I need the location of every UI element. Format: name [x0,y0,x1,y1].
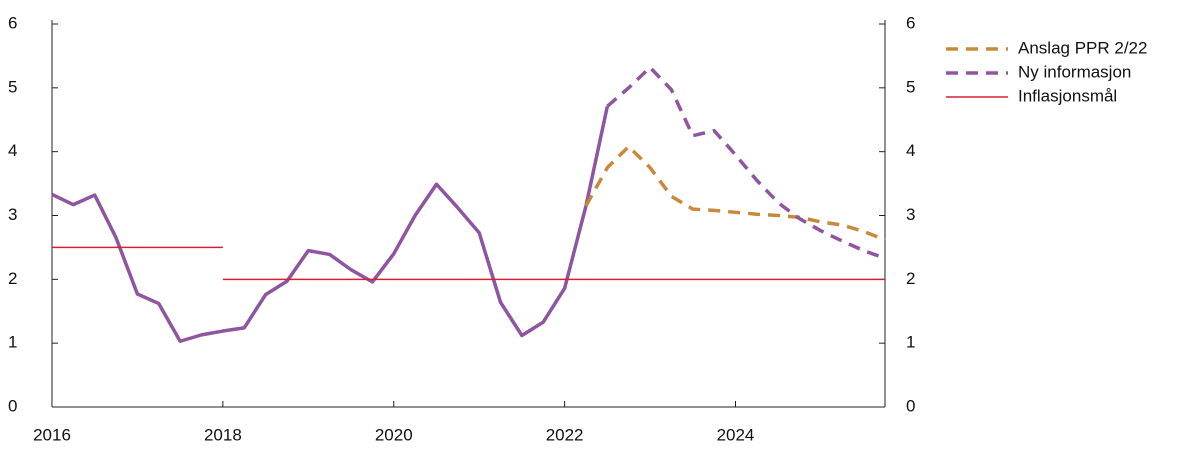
y-tick-label: 0 [8,396,17,415]
series-line [606,65,886,260]
x-tick-label: 2016 [33,425,71,444]
y-tick-label: 1 [8,333,17,352]
y2-tick-label: 1 [906,333,915,352]
y2-tick-label: 4 [906,141,915,160]
y-tick-label: 4 [8,141,17,160]
y-tick-label: 6 [8,13,17,32]
y2-tick-label: 5 [906,77,915,96]
x-tick-label: 2018 [204,425,242,444]
x-tick-label: 2024 [717,425,755,444]
x-tick-label: 2022 [546,425,584,444]
y2-tick-label: 0 [906,396,915,415]
series-line [584,144,886,242]
series-line [51,105,610,344]
legend-label: Ny informasjon [1018,62,1131,81]
legend-label: Anslag PPR 2/22 [1018,38,1147,57]
y2-tick-label: 6 [906,13,915,32]
y-tick-label: 5 [8,77,17,96]
legend-label: Inflasjonsmål [1018,86,1117,105]
y2-tick-label: 2 [906,269,915,288]
y-tick-label: 2 [8,269,17,288]
x-tick-label: 2020 [375,425,413,444]
y-tick-label: 3 [8,205,17,224]
y2-tick-label: 3 [906,205,915,224]
